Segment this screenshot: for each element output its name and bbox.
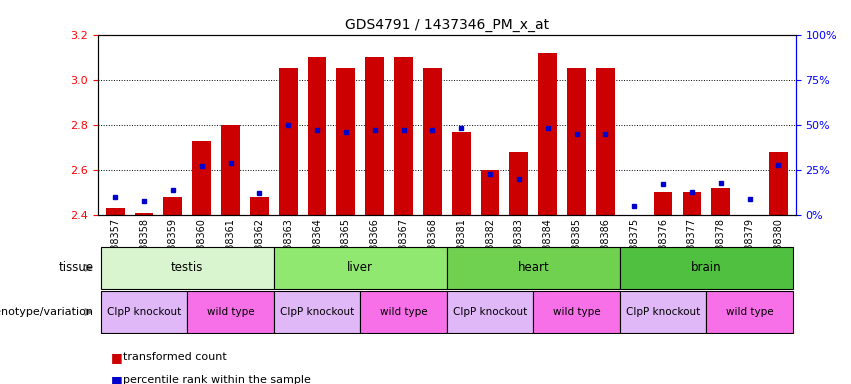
Text: wild type: wild type [726,307,774,317]
Bar [539,53,557,215]
Text: testis: testis [171,262,203,274]
Bar [365,57,384,215]
Bar [481,170,500,215]
Bar [221,125,240,215]
Bar [100,247,274,289]
Bar [106,208,124,215]
Bar [447,247,620,289]
Bar [187,291,274,333]
Bar [360,291,447,333]
Bar [706,291,793,333]
Bar [279,68,298,215]
Bar [134,213,153,215]
Text: ClpP knockout: ClpP knockout [626,307,700,317]
Bar [567,68,585,215]
Text: percentile rank within the sample: percentile rank within the sample [123,375,311,384]
Bar [192,141,211,215]
Text: ClpP knockout: ClpP knockout [453,307,527,317]
Title: GDS4791 / 1437346_PM_x_at: GDS4791 / 1437346_PM_x_at [345,18,549,32]
Bar [274,247,447,289]
Bar [100,291,187,333]
Text: ClpP knockout: ClpP knockout [280,307,354,317]
Bar [250,197,269,215]
Bar [534,291,620,333]
Text: heart: heart [517,262,549,274]
Text: wild type: wild type [380,307,427,317]
Text: genotype/variation: genotype/variation [0,307,94,317]
Bar [423,68,442,215]
Text: transformed count: transformed count [123,352,227,362]
Bar [620,291,706,333]
Bar [163,197,182,215]
Bar [510,152,528,215]
Text: tissue: tissue [59,262,94,274]
Bar [336,68,355,215]
Bar [447,291,534,333]
Bar [274,291,360,333]
Bar [308,57,327,215]
Bar [394,57,413,215]
Text: ClpP knockout: ClpP knockout [107,307,181,317]
Text: liver: liver [347,262,374,274]
Text: wild type: wild type [552,307,600,317]
Bar [769,152,788,215]
Bar [452,132,471,215]
Bar [620,247,793,289]
Bar [654,192,672,215]
Text: brain: brain [691,262,722,274]
Text: ■: ■ [111,351,123,364]
Text: ■: ■ [111,374,123,384]
Bar [711,188,730,215]
Text: wild type: wild type [207,307,254,317]
Bar [596,68,614,215]
Bar [683,192,701,215]
